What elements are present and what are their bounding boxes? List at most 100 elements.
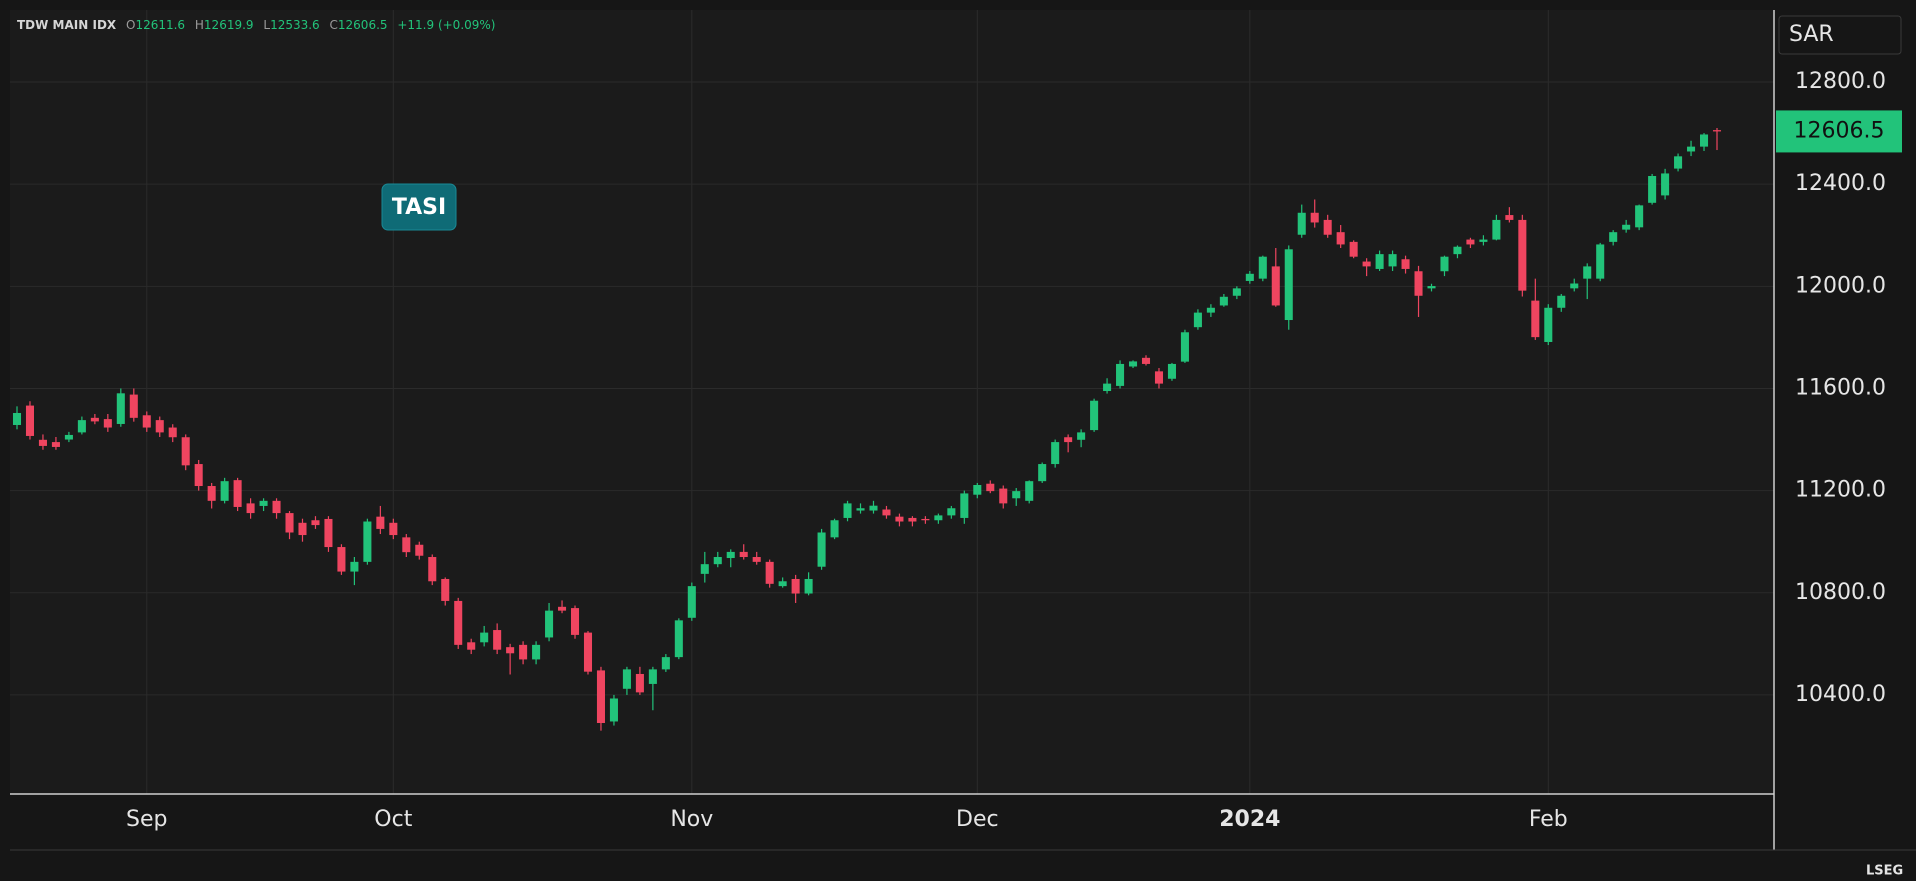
candle-body — [778, 581, 787, 587]
candle-body — [558, 606, 567, 611]
candle-body — [1349, 241, 1358, 257]
candle-body — [1245, 273, 1254, 281]
ohlc-header: TDW MAIN IDX O12611.6 H12619.9 L12533.6 … — [17, 18, 496, 32]
candle-body — [1609, 232, 1618, 242]
candle-body — [1206, 307, 1215, 313]
candle-body — [1167, 363, 1176, 379]
candle-body — [1090, 400, 1099, 431]
candle-body — [1051, 442, 1060, 465]
candle-body — [674, 620, 683, 658]
candle-body — [298, 522, 307, 536]
last-price-label: 12606.5 — [1794, 118, 1885, 143]
symbol: TDW MAIN IDX — [17, 18, 117, 32]
candle-body — [1479, 239, 1488, 242]
candle-body — [376, 516, 385, 529]
candle-body — [726, 551, 735, 559]
candle-body — [402, 537, 411, 553]
candle-body — [1232, 288, 1241, 296]
candle-body — [869, 505, 878, 511]
candle-body — [25, 405, 34, 436]
low-value: 12533.6 — [270, 18, 320, 32]
candle-body — [960, 493, 969, 518]
candle-body — [856, 508, 865, 511]
candle-body — [921, 518, 930, 521]
candle-body — [817, 532, 826, 567]
y-tick-label: 12000.0 — [1795, 273, 1886, 298]
candle-body — [1700, 134, 1709, 147]
candle-body — [908, 517, 917, 522]
candle-body — [700, 564, 709, 574]
candle-body — [622, 669, 631, 689]
candle-body — [1401, 259, 1410, 269]
candle-body — [1141, 357, 1151, 364]
candle-body — [1544, 307, 1553, 342]
candle-body — [1505, 215, 1514, 220]
high-label: H — [195, 18, 204, 32]
candle-body — [285, 513, 294, 533]
candle-body — [207, 486, 216, 501]
candle-body — [1570, 283, 1579, 289]
candle-body — [38, 439, 47, 446]
candle-body — [77, 420, 86, 433]
candle-body — [1466, 239, 1475, 245]
source-logo: LSEG — [1866, 864, 1903, 879]
candle-body — [532, 644, 541, 660]
candle-body — [648, 669, 657, 684]
candle-body — [1635, 205, 1644, 228]
candle-body — [493, 630, 502, 650]
candle-body — [480, 632, 489, 643]
candle-body — [1180, 332, 1189, 362]
candle-body — [1323, 219, 1332, 235]
candle-body — [1375, 254, 1384, 269]
candle-body — [830, 520, 839, 538]
candle-body — [804, 578, 813, 594]
candle-body — [311, 520, 320, 526]
candle-body — [337, 547, 346, 572]
annotation[interactable]: TASI — [392, 195, 446, 220]
candle-body — [1297, 212, 1306, 235]
candle-body — [428, 557, 437, 582]
candle-body — [765, 561, 774, 584]
candle-body — [233, 480, 242, 507]
candle-body — [1271, 266, 1280, 306]
candle-body — [791, 578, 800, 594]
candle-body — [999, 488, 1008, 504]
candle-body — [363, 521, 372, 562]
candle-body — [635, 673, 644, 693]
candle-body — [181, 437, 190, 466]
candle-body — [1038, 464, 1047, 482]
candle-body — [934, 515, 943, 521]
candle-body — [947, 508, 956, 516]
candle-body — [1440, 256, 1449, 272]
close-label: C — [330, 18, 338, 32]
candle-body — [1518, 219, 1527, 291]
candle-body — [1622, 224, 1631, 230]
candle-body — [220, 481, 229, 501]
candle-body — [1687, 146, 1696, 152]
candle-body — [843, 503, 852, 518]
currency[interactable]: SAR — [1789, 22, 1834, 47]
candle-body — [272, 500, 281, 514]
candle-body — [168, 427, 177, 438]
candle-body — [441, 578, 450, 601]
candle-body — [64, 434, 73, 440]
candle-body — [350, 561, 359, 572]
x-tick-label: Nov — [670, 807, 713, 832]
y-tick-label: 11600.0 — [1795, 375, 1886, 400]
high-value: 12619.9 — [204, 18, 254, 32]
candle-body — [739, 551, 748, 558]
x-tick-label: 2024 — [1219, 807, 1280, 832]
currency-box[interactable] — [1778, 15, 1902, 55]
close-value: 12606.5 — [338, 18, 388, 32]
grid — [10, 10, 1774, 794]
candle-body — [116, 393, 125, 424]
candle-body — [713, 557, 722, 565]
last-price-box — [1776, 110, 1902, 153]
change: +11.9 (+0.09%) — [397, 18, 495, 32]
annotation-box[interactable] — [381, 183, 457, 231]
candle-body — [1193, 312, 1202, 328]
candle-body — [519, 644, 528, 660]
candle-body — [324, 518, 333, 548]
y-tick-label: 10800.0 — [1795, 580, 1886, 605]
